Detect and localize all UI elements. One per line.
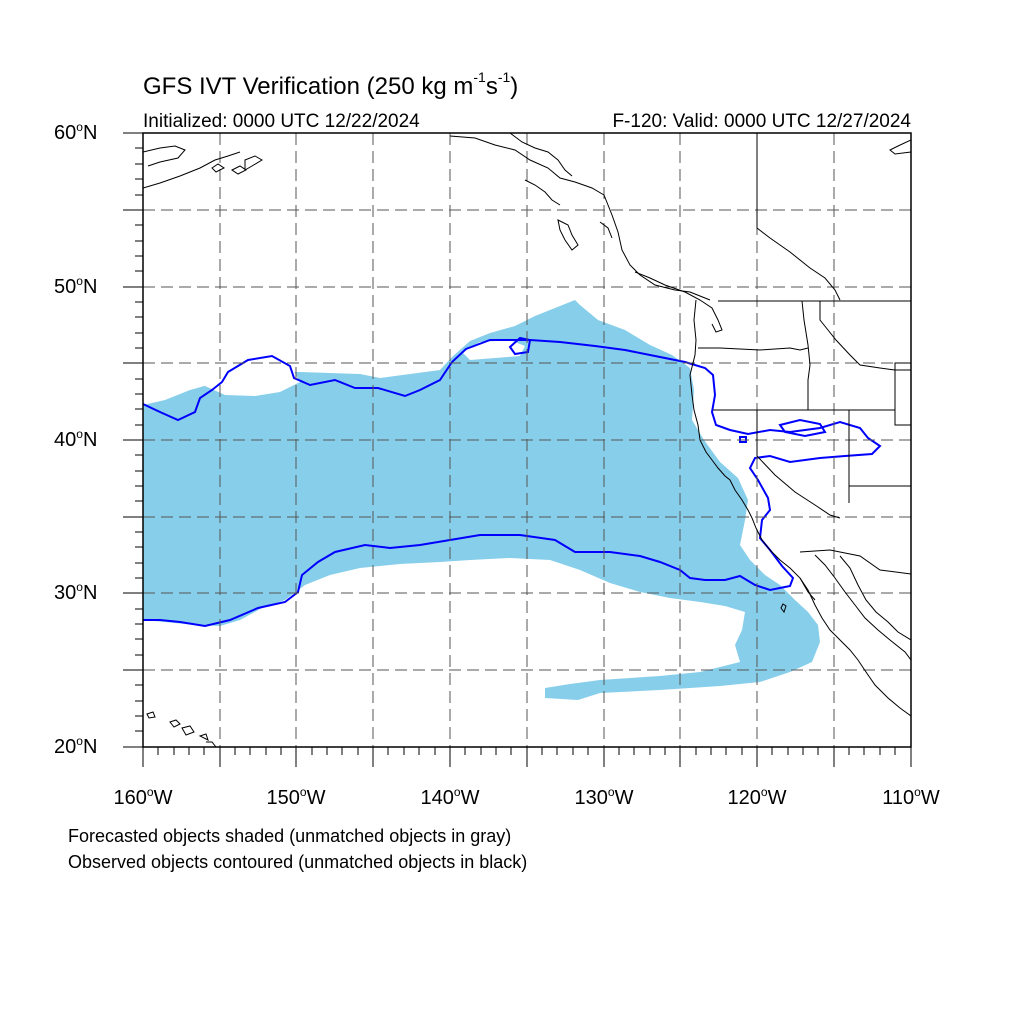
coastlines bbox=[143, 133, 911, 747]
lon-label-130w: 130oW bbox=[574, 785, 634, 809]
forecast-ivt-object bbox=[143, 300, 820, 700]
chart-title: GFS IVT Verification (250 kg m-1s-1) bbox=[143, 69, 519, 100]
tick-marks bbox=[123, 132, 912, 767]
valid-time: F-120: Valid: 0000 UTC 12/27/2024 bbox=[612, 111, 911, 132]
initialized-time: Initialized: 0000 UTC 12/22/2024 bbox=[143, 111, 420, 132]
lat-label-40: 40oN bbox=[54, 427, 98, 451]
observed-note: Observed objects contoured (unmatched ob… bbox=[68, 852, 528, 872]
lon-label-120w: 120oW bbox=[727, 785, 787, 809]
lon-label-150w: 150oW bbox=[266, 785, 326, 809]
forecast-note: Forecasted objects shaded (unmatched obj… bbox=[68, 826, 512, 846]
lon-label-110w: 110oW bbox=[882, 785, 940, 809]
lat-label-60: 60oN bbox=[54, 120, 98, 144]
lat-label-30: 30oN bbox=[54, 580, 98, 604]
grid-lines bbox=[143, 133, 911, 747]
lon-label-140w: 140oW bbox=[420, 785, 480, 809]
observed-ivt-contour bbox=[143, 336, 882, 628]
lat-label-20: 20oN bbox=[54, 734, 98, 758]
lon-label-160w: 160oW bbox=[113, 785, 173, 809]
lat-label-50: 50oN bbox=[54, 274, 98, 298]
